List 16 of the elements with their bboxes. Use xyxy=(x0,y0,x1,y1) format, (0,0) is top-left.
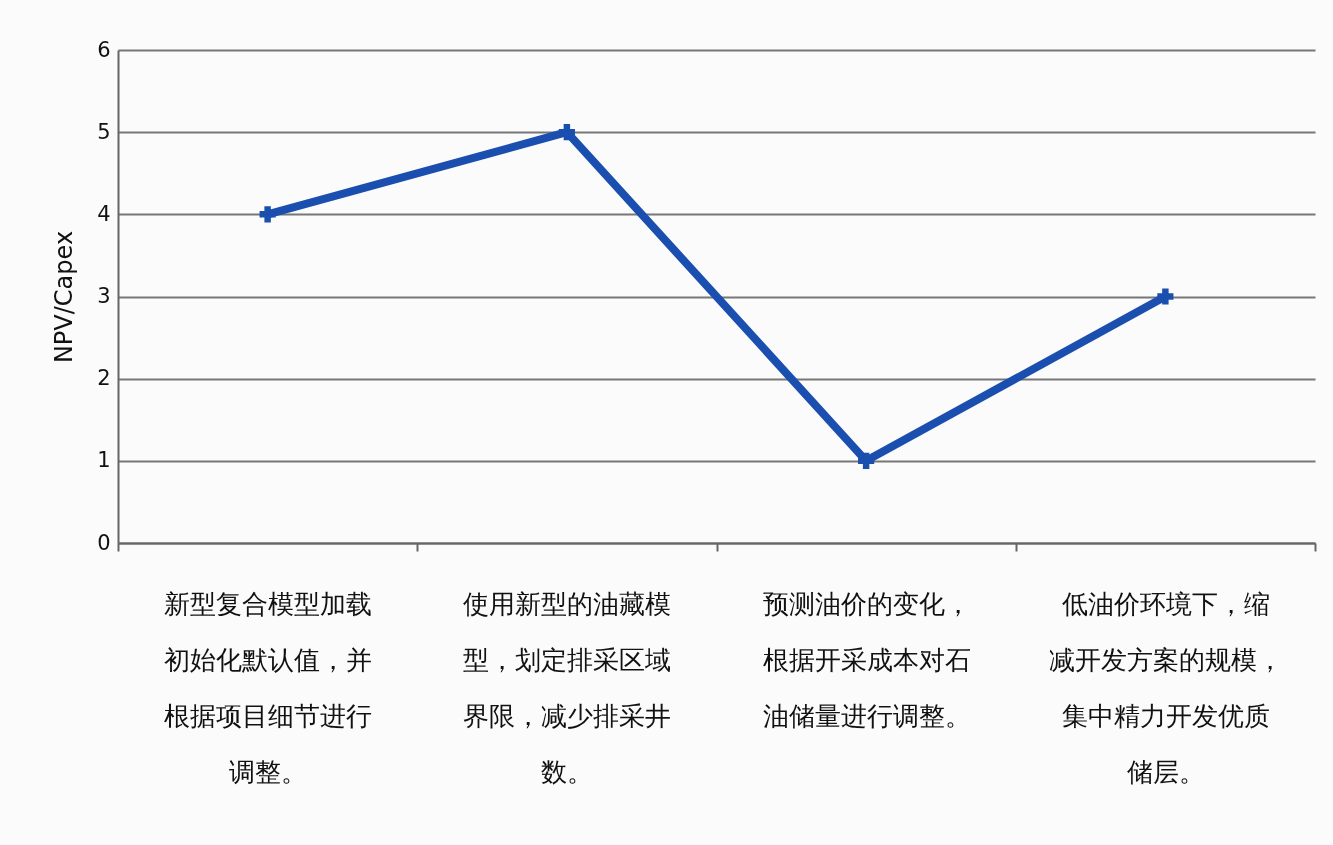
point xyxy=(858,452,875,469)
y-axis-title: NPV/Capex xyxy=(50,230,79,364)
y-tick-label: 0 xyxy=(97,530,111,555)
point xyxy=(558,124,575,141)
point xyxy=(259,206,276,223)
y-tick-label: 5 xyxy=(97,119,111,144)
x-tick-label: 预测油价的变化，根据开采成本对石油储量进行调整。 xyxy=(762,588,971,731)
x-tick-label: 使用新型的油藏模型，划定排采区域界限，减少排采井数。 xyxy=(463,588,672,787)
y-tick-label: 1 xyxy=(97,448,111,473)
y-tick-label: 4 xyxy=(97,201,111,226)
y-tick-label: 2 xyxy=(97,366,111,391)
y-tick-label: 3 xyxy=(97,284,111,308)
x-tick-label: 新型复合模型加载初始化默认值，并根据项目细节进行调整。 xyxy=(164,588,373,787)
y-tick-label: 6 xyxy=(97,37,111,62)
x-tick-label: 低油价环境下，缩减开发方案的规模，集中精力开发优质储层。 xyxy=(1048,588,1283,787)
point xyxy=(1157,288,1174,305)
